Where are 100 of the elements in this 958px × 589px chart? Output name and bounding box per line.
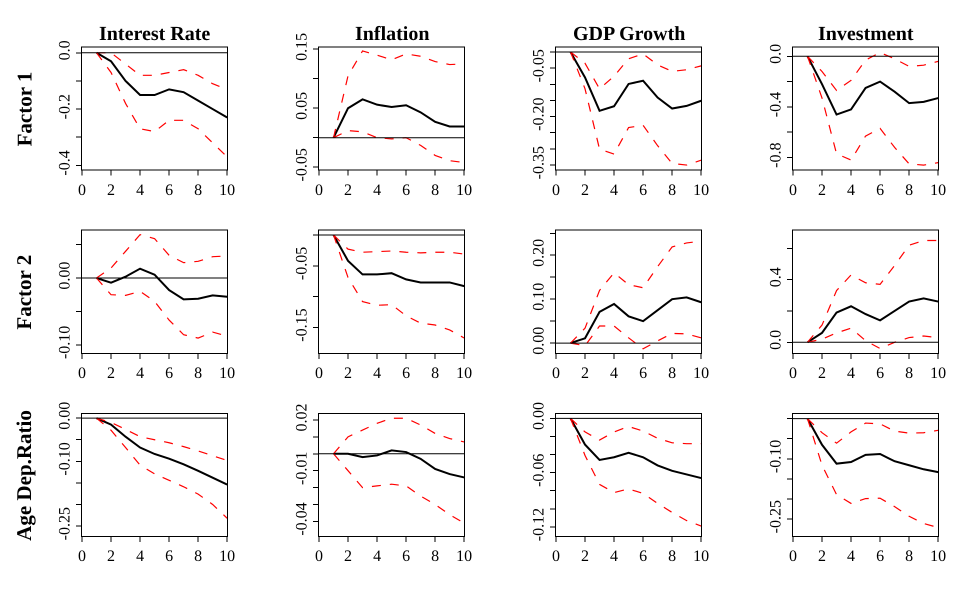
x-tick-label: 6 xyxy=(876,182,884,199)
y-tick-label: -0.4 xyxy=(56,150,74,176)
x-tick-label: 10 xyxy=(219,182,236,199)
y-tick-label: 0.0 xyxy=(56,40,74,60)
y-tick-label: 0.00 xyxy=(56,262,74,290)
y-tick-label: 0.20 xyxy=(530,238,548,267)
y-axis-title: Age Dep.Ratio xyxy=(12,410,36,541)
x-tick-label: 10 xyxy=(219,548,236,566)
x-tick-label: 4 xyxy=(610,548,618,566)
x-tick-label: 10 xyxy=(930,182,946,199)
y-axis-title: Factor 2 xyxy=(12,254,36,330)
chart-title: Investment xyxy=(818,23,914,45)
y-tick-label: -0.12 xyxy=(530,508,548,542)
y-tick-label: 0.0 xyxy=(768,44,785,64)
y-tick-label: 0.00 xyxy=(530,402,548,430)
x-tick-label: 6 xyxy=(639,548,648,566)
y-tick-label: -0.05 xyxy=(530,49,548,82)
x-tick-label: 2 xyxy=(107,548,116,566)
x-tick-label: 10 xyxy=(456,548,472,566)
y-tick-label: 0.0 xyxy=(768,330,785,350)
y-tick-label: 0.02 xyxy=(294,404,311,432)
x-tick-label: 8 xyxy=(905,548,914,566)
x-tick-label: 6 xyxy=(402,182,410,199)
y-tick-label: -0.4 xyxy=(768,92,785,118)
x-tick-label: 6 xyxy=(876,548,884,566)
x-tick-label: 8 xyxy=(431,182,440,199)
x-tick-label: 0 xyxy=(552,182,560,199)
y-tick-label: 0.4 xyxy=(768,267,785,288)
x-tick-label: 10 xyxy=(693,182,710,199)
x-tick-label: 8 xyxy=(905,182,914,199)
y-tick-label: 0.10 xyxy=(530,282,548,311)
x-tick-label: 2 xyxy=(107,364,116,382)
x-tick-label: 10 xyxy=(693,548,710,566)
x-tick-label: 4 xyxy=(847,182,856,199)
x-tick-label: 2 xyxy=(344,364,352,382)
x-tick-label: 10 xyxy=(930,548,946,566)
x-tick-label: 0 xyxy=(552,548,560,566)
x-tick-label: 4 xyxy=(847,548,856,566)
x-tick-label: 6 xyxy=(876,364,884,382)
y-tick-label: -0.06 xyxy=(530,454,548,487)
x-tick-label: 4 xyxy=(373,548,382,566)
x-tick-label: 8 xyxy=(194,182,202,199)
x-tick-label: 6 xyxy=(165,182,174,199)
x-tick-label: 8 xyxy=(905,364,914,382)
chart-title: Inflation xyxy=(355,23,430,45)
x-tick-label: 0 xyxy=(788,364,797,382)
x-tick-label: 8 xyxy=(431,548,440,566)
x-tick-label: 0 xyxy=(78,548,86,566)
x-tick-label: 6 xyxy=(165,364,174,382)
x-tick-label: 4 xyxy=(373,182,382,199)
y-tick-label: -0.10 xyxy=(768,440,785,474)
x-tick-label: 6 xyxy=(402,364,410,382)
x-tick-label: 6 xyxy=(639,364,648,382)
chart-title: Interest Rate xyxy=(99,23,210,45)
x-tick-label: 8 xyxy=(431,364,440,382)
x-tick-label: 8 xyxy=(194,548,202,566)
y-tick-label: -0.01 xyxy=(294,452,311,485)
x-tick-label: 2 xyxy=(344,182,352,199)
y-tick-label: 0.05 xyxy=(294,92,311,120)
x-tick-label: 0 xyxy=(78,182,86,199)
x-tick-label: 10 xyxy=(456,182,472,199)
y-tick-label: -0.10 xyxy=(56,326,74,360)
x-tick-label: 2 xyxy=(818,182,826,199)
y-tick-label: 0.00 xyxy=(530,326,548,355)
x-tick-label: 2 xyxy=(818,364,826,382)
chart-title: GDP Growth xyxy=(573,23,686,45)
y-tick-label: -0.15 xyxy=(294,308,311,342)
x-tick-label: 4 xyxy=(373,364,382,382)
y-tick-label: 0.00 xyxy=(56,402,74,430)
x-tick-label: 0 xyxy=(78,364,86,382)
x-tick-label: 0 xyxy=(315,548,324,566)
x-tick-label: 0 xyxy=(552,364,560,382)
x-tick-label: 0 xyxy=(788,182,797,199)
x-tick-label: 8 xyxy=(668,548,676,566)
x-tick-label: 8 xyxy=(668,364,676,382)
x-tick-label: 0 xyxy=(788,548,797,566)
y-tick-label: -0.05 xyxy=(294,148,311,182)
x-tick-label: 4 xyxy=(136,364,144,382)
y-tick-label: -0.35 xyxy=(530,146,548,180)
y-tick-label: -0.2 xyxy=(56,94,74,120)
x-tick-label: 4 xyxy=(610,364,618,382)
x-tick-label: 4 xyxy=(136,182,144,199)
x-tick-label: 4 xyxy=(610,182,618,199)
x-tick-label: 2 xyxy=(818,548,826,566)
x-tick-label: 10 xyxy=(219,364,236,382)
y-tick-label: -0.25 xyxy=(56,506,74,540)
y-tick-label: -0.8 xyxy=(768,142,785,168)
x-tick-label: 0 xyxy=(315,182,324,199)
x-tick-label: 0 xyxy=(315,364,324,382)
x-tick-label: 6 xyxy=(165,548,174,566)
x-tick-label: 2 xyxy=(581,548,590,566)
x-tick-label: 2 xyxy=(581,182,590,199)
x-tick-label: 6 xyxy=(639,182,648,199)
x-tick-label: 8 xyxy=(668,182,676,199)
x-tick-label: 8 xyxy=(194,364,202,382)
y-tick-label: -0.05 xyxy=(294,246,311,280)
x-tick-label: 2 xyxy=(344,548,352,566)
x-tick-label: 2 xyxy=(107,182,116,199)
x-tick-label: 10 xyxy=(930,364,946,382)
y-tick-label: -0.10 xyxy=(56,442,74,476)
